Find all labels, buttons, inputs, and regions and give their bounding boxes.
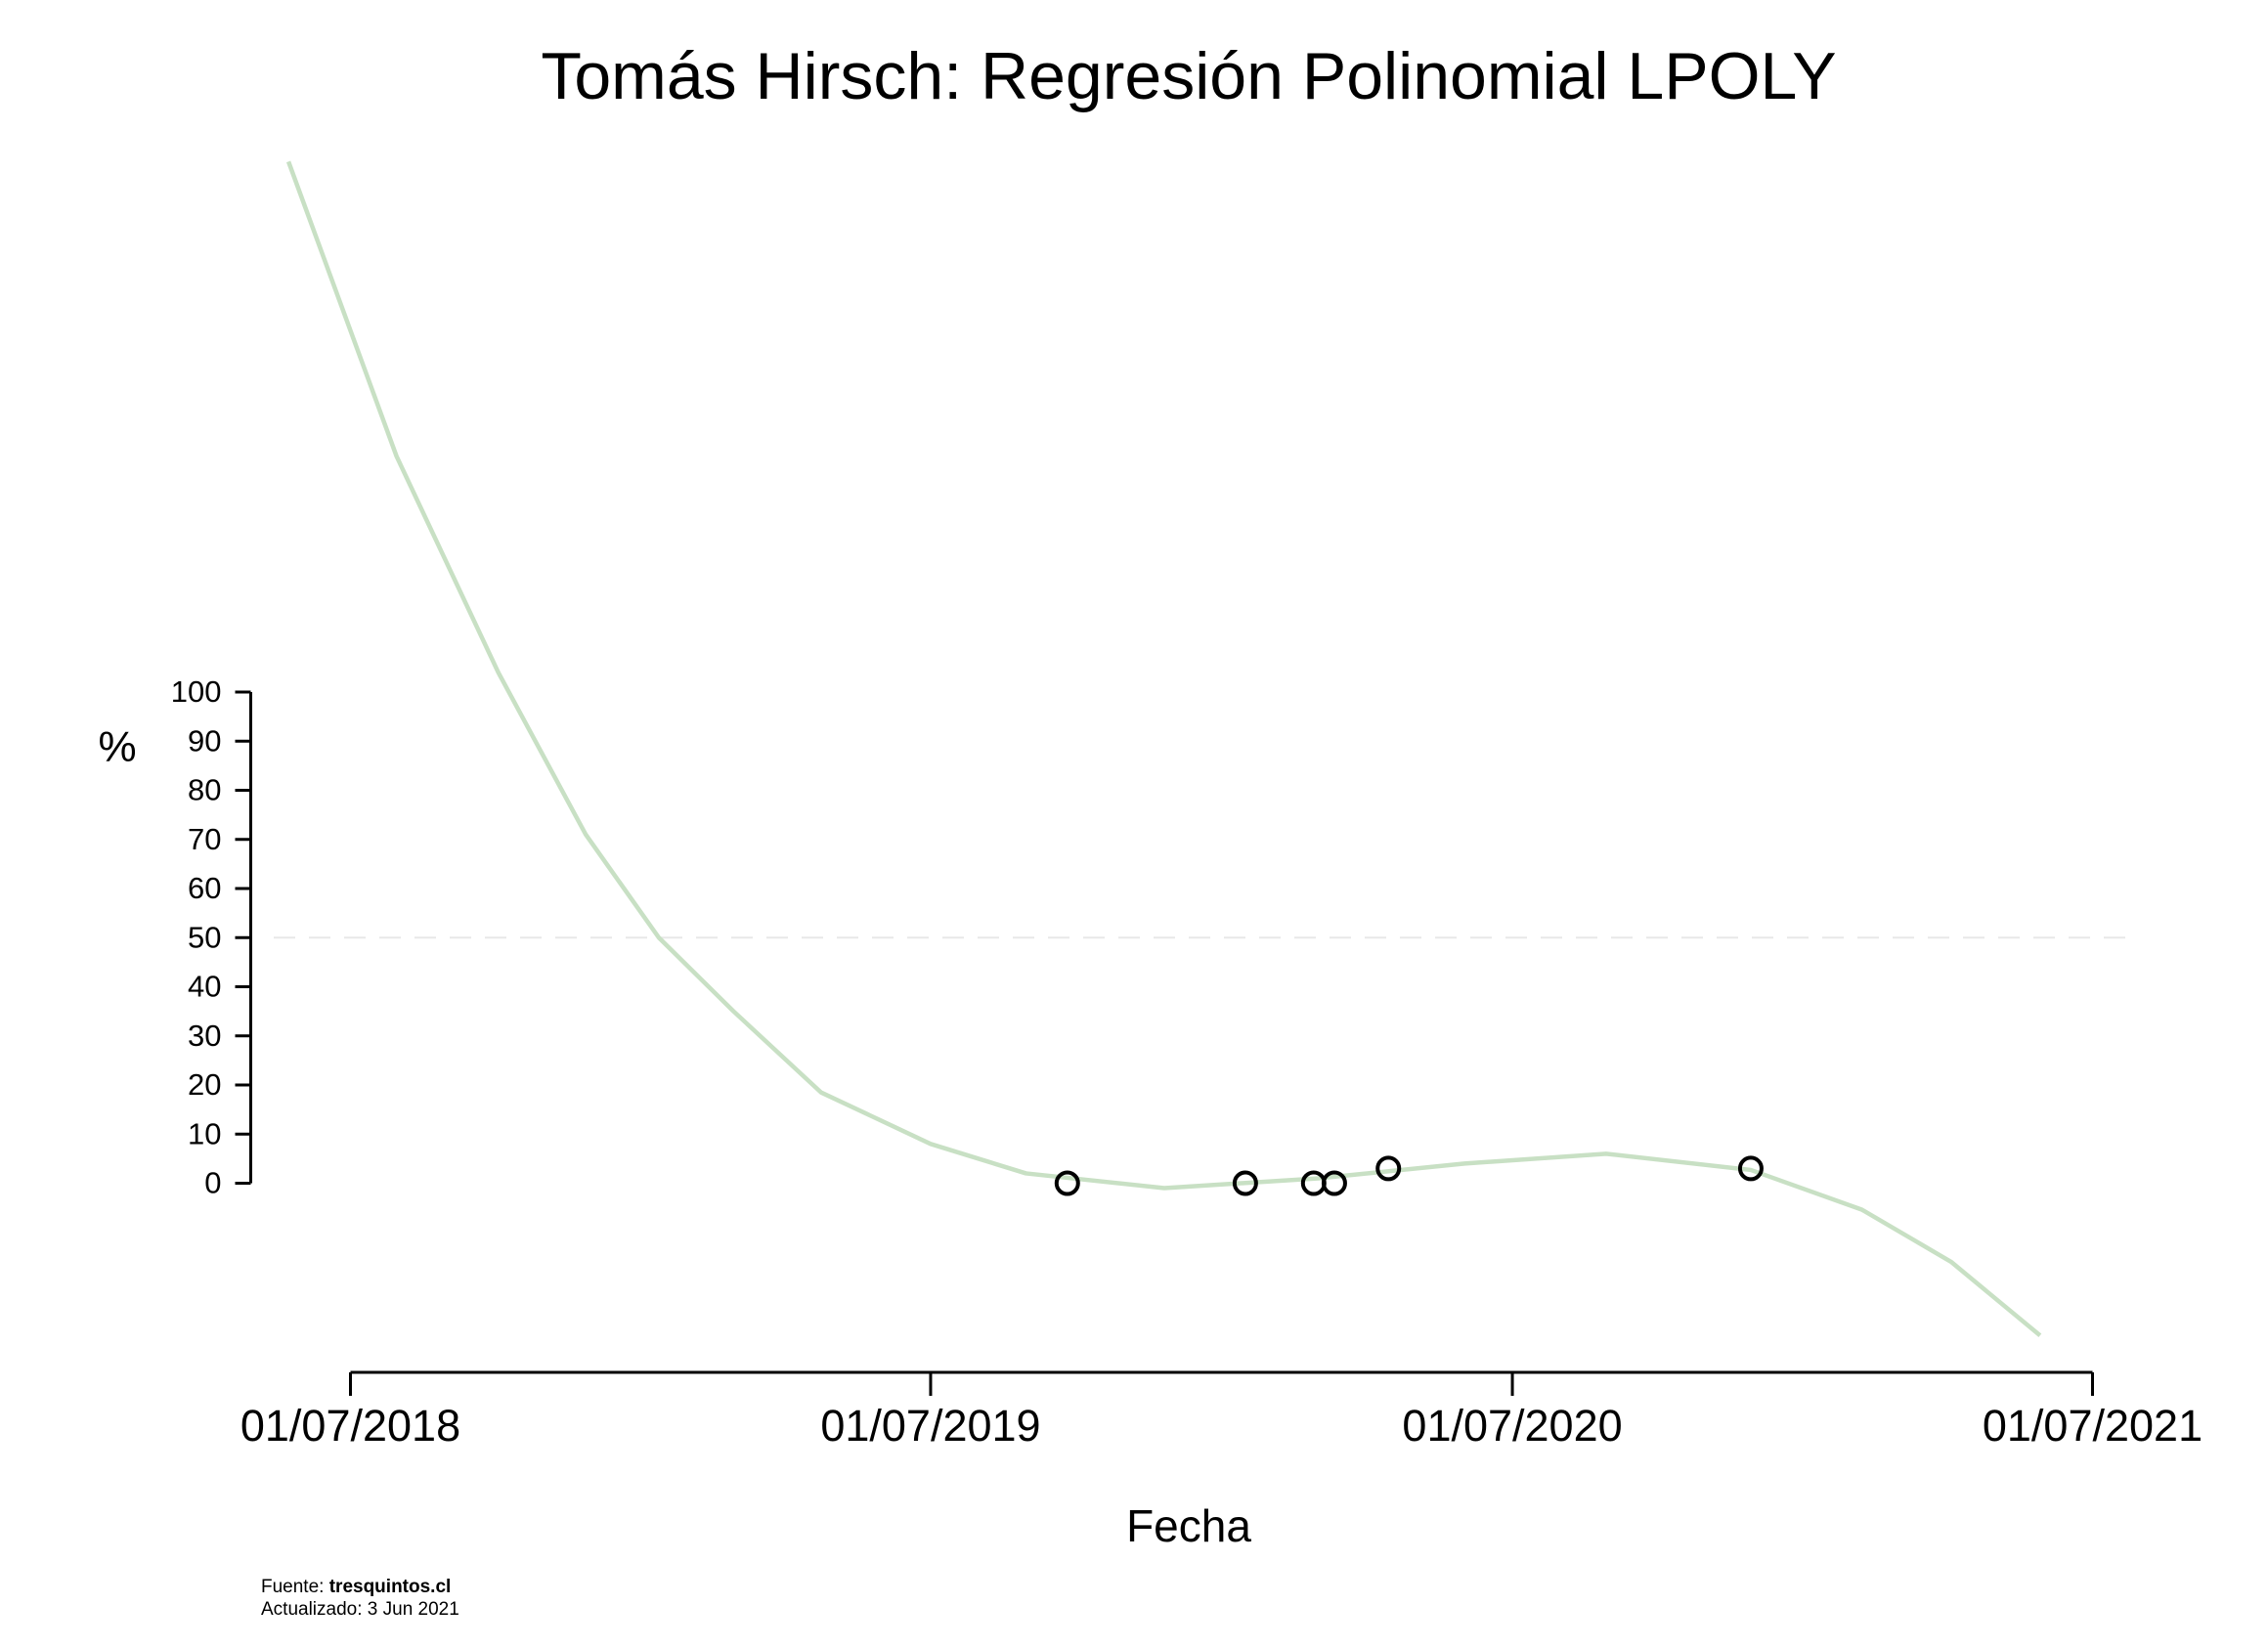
y-tick-label: 90 [188,723,221,758]
data-point [1375,1155,1402,1182]
source-label: Fuente: [261,1577,324,1597]
data-point [1321,1170,1347,1196]
source: Fuente: tresquintos.cl [261,1577,451,1597]
x-tick-label: 01/07/2019 [820,1401,1040,1451]
y-tick-label: 70 [188,822,221,856]
source-name: tresquintos.cl [329,1577,452,1597]
y-tick-label: 30 [188,1019,221,1053]
fit-line [285,160,2042,1338]
data-point [1054,1170,1080,1196]
y-tick-label: 80 [188,773,221,807]
chart-title: Tomás Hirsch: Regresión Polinomial LPOLY [541,39,1836,113]
y-tick-label: 0 [204,1166,221,1200]
y-tick-label: 50 [188,920,221,954]
data-point [1737,1155,1764,1182]
y-tick-label: 10 [188,1116,221,1150]
x-tick-label: 01/07/2018 [240,1401,460,1451]
y-tick-label: 100 [171,674,222,709]
x-tick-label: 01/07/2021 [1983,1401,2203,1451]
y-tick-label: 60 [188,871,221,905]
y-axis-label: % [98,723,136,771]
x-tick-label: 01/07/2020 [1402,1401,1622,1451]
data-point [1300,1170,1327,1196]
y-tick-label: 40 [188,970,221,1004]
updated: Actualizado: 3 Jun 2021 [261,1599,459,1620]
x-axis-label: Fecha [1126,1500,1251,1551]
data-point [1232,1170,1258,1196]
y-tick-label: 20 [188,1067,221,1102]
